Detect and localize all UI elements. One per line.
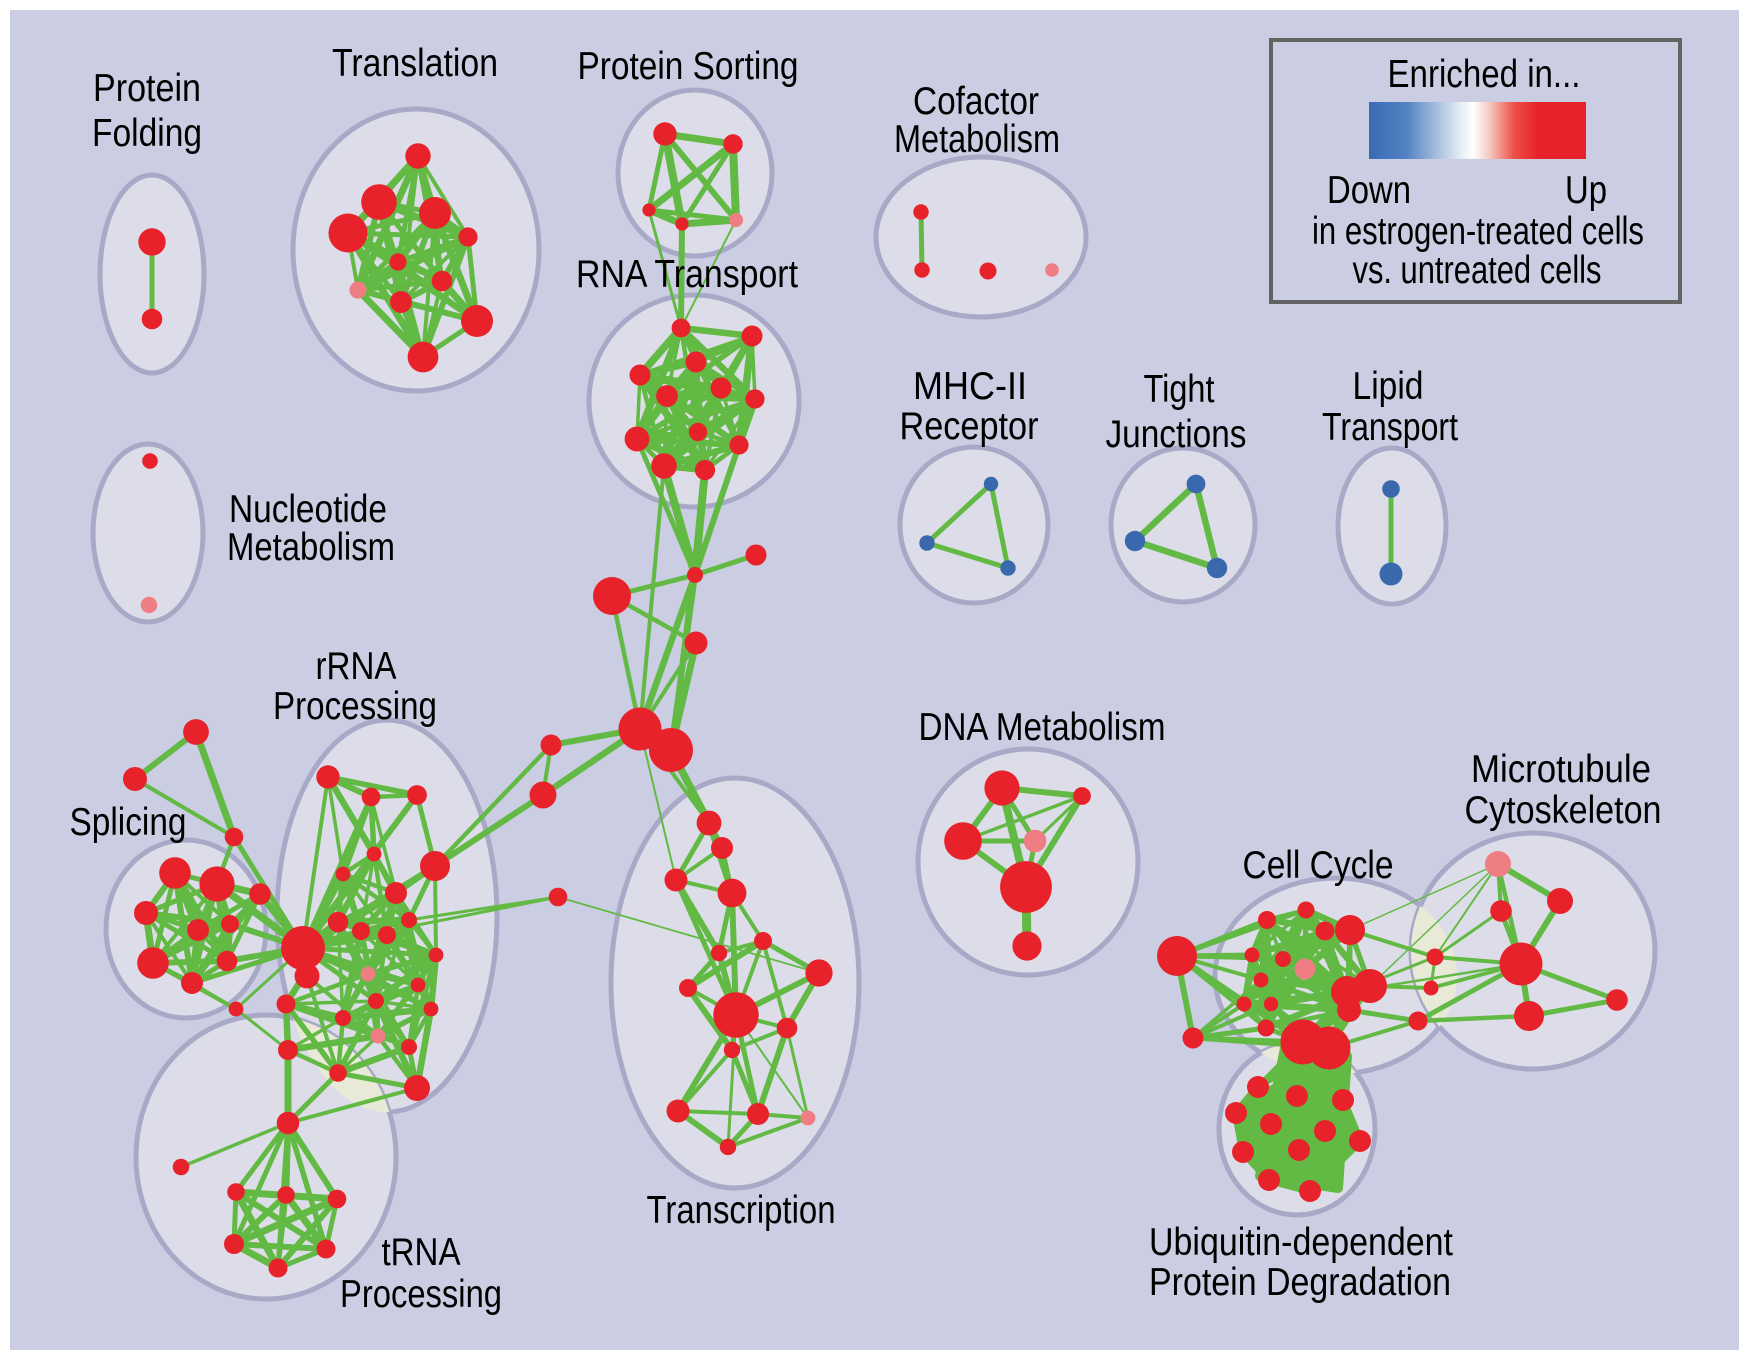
svg-text:Tight: Tight (1144, 368, 1215, 411)
svg-text:Transport: Transport (1322, 406, 1458, 449)
svg-text:RNA Transport: RNA Transport (576, 253, 798, 296)
svg-text:Processing: Processing (340, 1273, 502, 1316)
svg-text:Splicing: Splicing (70, 801, 187, 844)
svg-text:Protein Degradation: Protein Degradation (1149, 1261, 1451, 1304)
svg-text:Protein Sorting: Protein Sorting (578, 45, 799, 88)
svg-text:Junctions: Junctions (1106, 413, 1247, 456)
svg-text:Up: Up (1565, 169, 1607, 212)
svg-text:in estrogen-treated cells: in estrogen-treated cells (1312, 210, 1644, 253)
svg-text:Cell Cycle: Cell Cycle (1243, 844, 1394, 887)
svg-text:Processing: Processing (273, 685, 437, 728)
svg-text:Transcription: Transcription (647, 1189, 836, 1232)
svg-text:Lipid: Lipid (1353, 365, 1424, 408)
svg-text:Receptor: Receptor (900, 405, 1039, 448)
svg-text:tRNA: tRNA (382, 1231, 461, 1274)
svg-text:MHC-II: MHC-II (913, 365, 1027, 408)
svg-text:vs. untreated cells: vs. untreated cells (1353, 249, 1602, 292)
svg-text:Folding: Folding (92, 112, 202, 155)
svg-text:Protein: Protein (93, 67, 201, 110)
svg-text:Enriched in...: Enriched in... (1388, 53, 1581, 96)
svg-text:DNA Metabolism: DNA Metabolism (919, 706, 1166, 749)
svg-text:Nucleotide: Nucleotide (229, 488, 387, 531)
svg-text:Ubiquitin-dependent: Ubiquitin-dependent (1149, 1221, 1453, 1264)
svg-text:Cytoskeleton: Cytoskeleton (1465, 789, 1662, 832)
svg-text:Cofactor: Cofactor (913, 80, 1039, 123)
svg-text:Metabolism: Metabolism (227, 526, 395, 569)
svg-text:Metabolism: Metabolism (894, 118, 1060, 161)
svg-text:Microtubule: Microtubule (1471, 748, 1651, 791)
svg-text:rRNA: rRNA (316, 645, 397, 688)
svg-text:Down: Down (1327, 169, 1411, 212)
svg-text:Translation: Translation (332, 42, 498, 85)
